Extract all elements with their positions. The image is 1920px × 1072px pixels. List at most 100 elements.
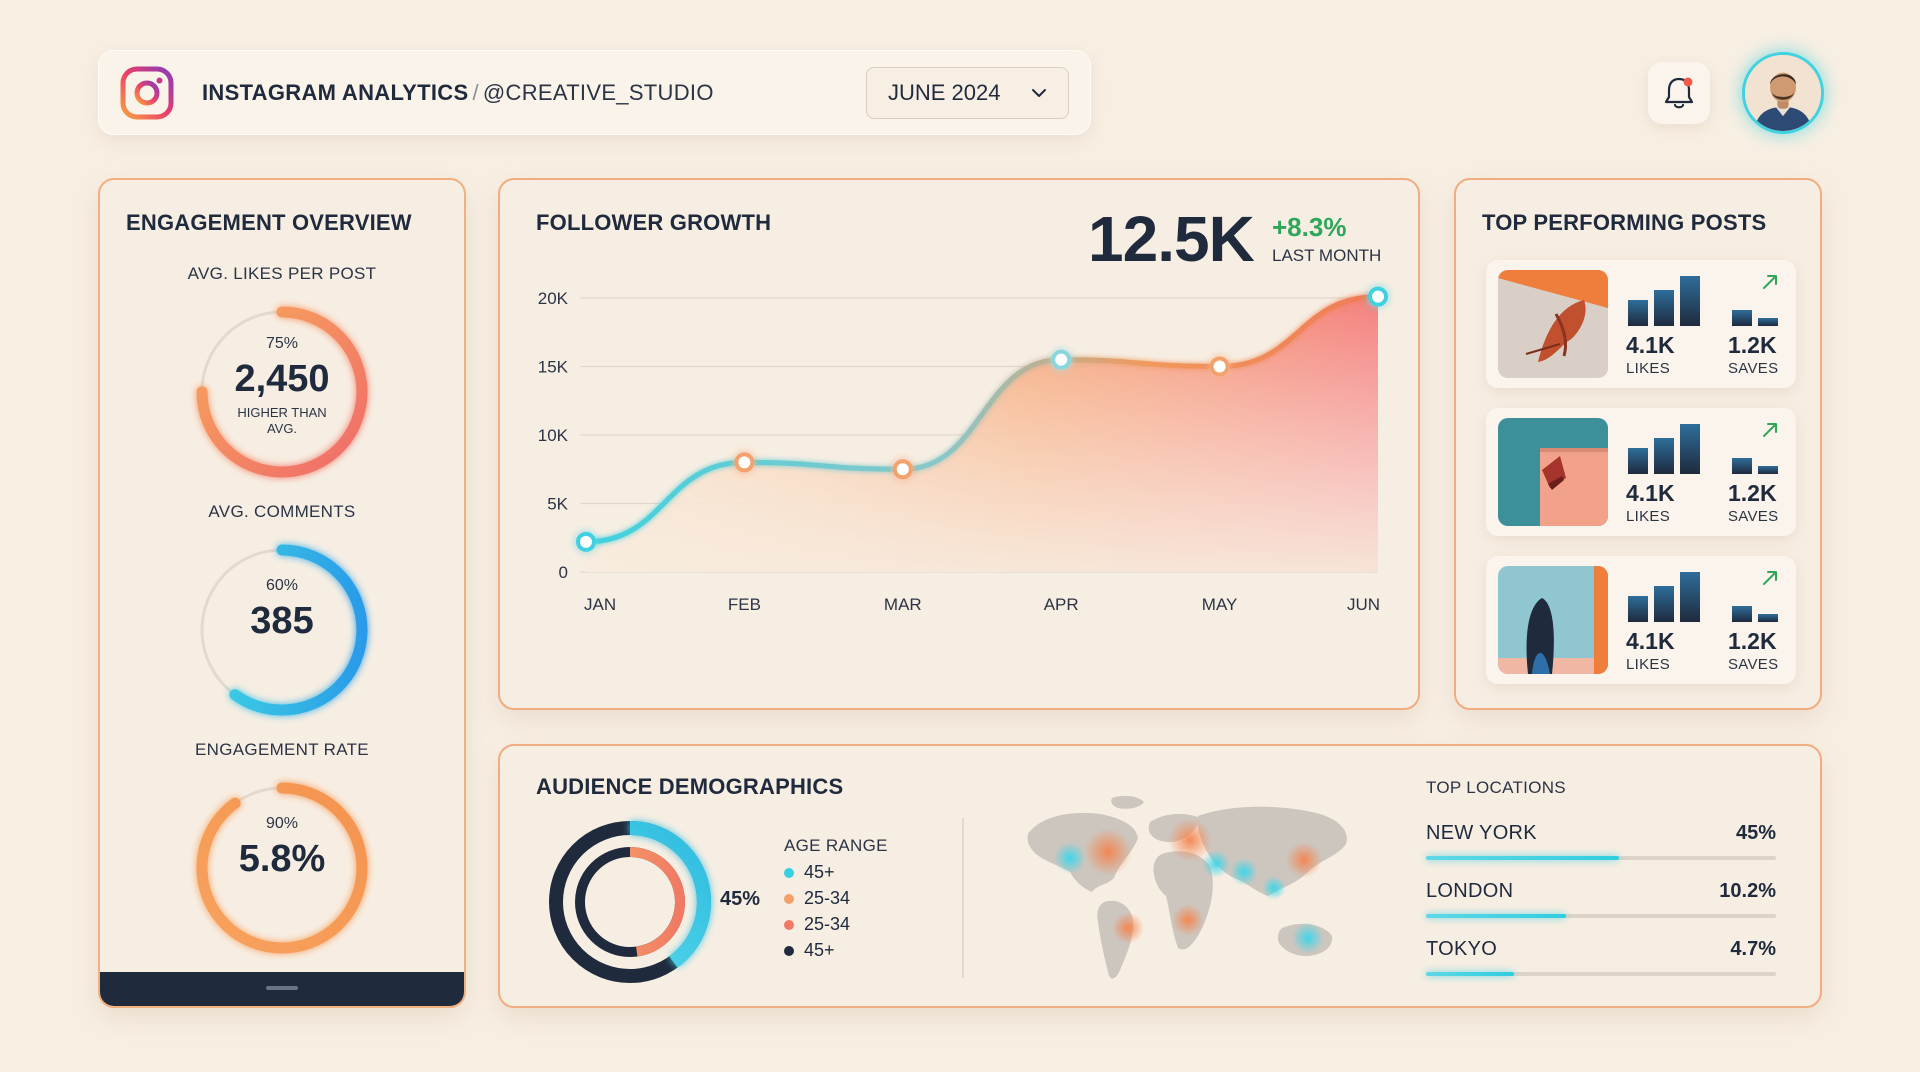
post-tile-1[interactable]: 4.1K LIKES 1.2K SAVES <box>1486 260 1796 388</box>
engagement-rate-arc <box>196 782 368 954</box>
donut-segment-outer <box>549 821 711 983</box>
post-likes-label-2: LIKES <box>1626 508 1671 525</box>
y-tick-label: 10K <box>538 426 569 445</box>
x-axis-ticks: JAN FEB MAR APR MAY JUN <box>584 595 1380 614</box>
data-point-feb[interactable] <box>734 452 755 473</box>
post-saves-label-2: SAVES <box>1728 508 1779 525</box>
post-saves-3: 1.2K <box>1728 628 1777 654</box>
location-bar-fill <box>1426 856 1619 860</box>
y-tick-label: 20K <box>538 289 569 308</box>
comments-percent: 60% <box>265 577 299 594</box>
post-tile-2[interactable]: 4.1K LIKES 1.2K SAVES <box>1486 408 1796 536</box>
post-saves-1: 1.2K <box>1728 332 1777 358</box>
likes-progress-arc <box>196 306 368 478</box>
location-value: 45% <box>1735 822 1776 844</box>
age-range-label: 45+ <box>804 940 835 960</box>
legend-dot <box>784 945 794 956</box>
location-bar-fill <box>1426 914 1566 918</box>
metric-label-likes: AVG. LIKES PER POST <box>187 264 377 283</box>
post-image-3 <box>1498 566 1608 674</box>
age-range-item: 25-34 <box>784 888 850 909</box>
location-bar-fill <box>1426 972 1514 976</box>
post-tile-3[interactable]: 4.1K LIKES 1.2K SAVES <box>1486 556 1796 684</box>
post-image-1 <box>1498 270 1608 378</box>
location-value: 4.7% <box>1730 938 1776 960</box>
post-likes-1: 4.1K <box>1626 332 1675 358</box>
notification-dot <box>1683 77 1693 87</box>
section-divider <box>962 818 964 978</box>
location-name: TOKYO <box>1426 938 1498 960</box>
likes-bars-2 <box>1628 424 1700 474</box>
likes-progress-ring <box>196 306 368 478</box>
follower-change: +8.3% <box>1272 212 1347 242</box>
header-bar: INSTAGRAM ANALYTICS / @CREATIVE_STUDIO JUN… <box>98 50 1091 135</box>
x-tick-label: MAY <box>1202 595 1238 614</box>
legend-dot <box>784 893 794 904</box>
location-bar-track <box>1426 856 1776 860</box>
month-select[interactable]: JUNE 2024 <box>866 67 1069 119</box>
arrow-up-right-icon <box>1763 423 1777 437</box>
engagement-overview-card: ENGAGEMENT OVERVIEW AVG. LIKES PER POST … <box>98 178 466 1008</box>
follower-line <box>585 294 1379 545</box>
engagement-rate-percent: 90% <box>265 815 299 832</box>
user-avatar-image <box>1745 55 1821 131</box>
instagram-logo-icon[interactable] <box>120 66 174 120</box>
drag-handle[interactable] <box>266 986 298 990</box>
data-point-may[interactable] <box>1209 356 1230 377</box>
data-point-apr[interactable] <box>1051 349 1072 370</box>
x-tick-label: APR <box>1044 595 1079 614</box>
engagement-rate-ring <box>196 782 368 954</box>
saves-bars-1 <box>1732 310 1778 326</box>
data-point-jun[interactable] <box>1368 286 1388 307</box>
comments-progress-ring <box>196 544 368 716</box>
donut-value: 45% <box>720 888 761 910</box>
chevron-down-icon <box>1032 89 1046 97</box>
page-title: INSTAGRAM ANALYTICS / @CREATIVE_STUDIO <box>202 80 714 106</box>
likes-percent: 75% <box>265 335 299 352</box>
age-donut-chart <box>549 821 711 983</box>
engagement-title: ENGAGEMENT OVERVIEW <box>126 210 412 235</box>
post-likes-label-3: LIKES <box>1626 656 1671 673</box>
likes-note: HIGHER THAN AVG. <box>237 405 327 436</box>
location-name: NEW YORK <box>1426 822 1537 844</box>
follower-title: FOLLOWER GROWTH <box>536 210 772 235</box>
top-posts-card: TOP PERFORMING POSTS 4.1K LIKES 1 <box>1454 178 1822 710</box>
post-likes-3: 4.1K <box>1626 628 1675 654</box>
account-handle: @CREATIVE_STUDIO <box>482 80 714 105</box>
y-tick-label: 15K <box>538 358 569 377</box>
audience-demographics-card: AUDIENCE DEMOGRAPHICS 45% AGE RANGE 45+ 2… <box>498 744 1822 1008</box>
data-point-mar[interactable] <box>892 459 913 480</box>
data-point-jan[interactable] <box>576 531 596 552</box>
arrow-up-right-icon <box>1763 275 1777 289</box>
top-posts-title: TOP PERFORMING POSTS <box>1482 210 1767 235</box>
age-range-label: 45+ <box>804 862 835 882</box>
legend-dot <box>784 919 794 930</box>
avatar[interactable] <box>1742 52 1824 134</box>
bell-icon <box>1664 77 1694 109</box>
app-title: INSTAGRAM ANALYTICS <box>202 80 469 105</box>
age-range-label: 25-34 <box>804 914 851 934</box>
post-image-2 <box>1498 418 1608 526</box>
data-points <box>576 286 1388 552</box>
follower-growth-card: FOLLOWER GROWTH 12.5K +8.3% LAST MONTH <box>498 178 1420 710</box>
engagement-rate-value: 5.8% <box>238 838 326 880</box>
likes-bars-1 <box>1628 276 1700 326</box>
title-separator: / <box>472 80 479 105</box>
post-likes-2: 4.1K <box>1626 480 1675 506</box>
comments-value: 385 <box>250 600 314 642</box>
saves-bars-3 <box>1732 606 1778 622</box>
age-range-item: 45+ <box>784 862 835 883</box>
follower-total: 12.5K <box>1088 203 1255 275</box>
comments-progress-arc <box>196 544 368 716</box>
age-range-item: 45+ <box>784 940 835 961</box>
x-tick-label: JUN <box>1347 595 1380 614</box>
donut-segment-inner <box>575 847 685 957</box>
location-value: 10.2% <box>1719 880 1776 902</box>
metric-label-engagement-rate: ENGAGEMENT RATE <box>195 740 369 759</box>
likes-value: 2,450 <box>234 358 330 400</box>
follower-growth-chart: 0 5K 10K 15K 20K JAN FEB MAR APR MAY JUN <box>538 286 1388 614</box>
location-name: LONDON <box>1426 880 1514 902</box>
notifications-button[interactable] <box>1648 62 1710 124</box>
arrow-up-right-icon <box>1763 571 1777 585</box>
month-select-value: JUNE 2024 <box>888 80 1001 105</box>
